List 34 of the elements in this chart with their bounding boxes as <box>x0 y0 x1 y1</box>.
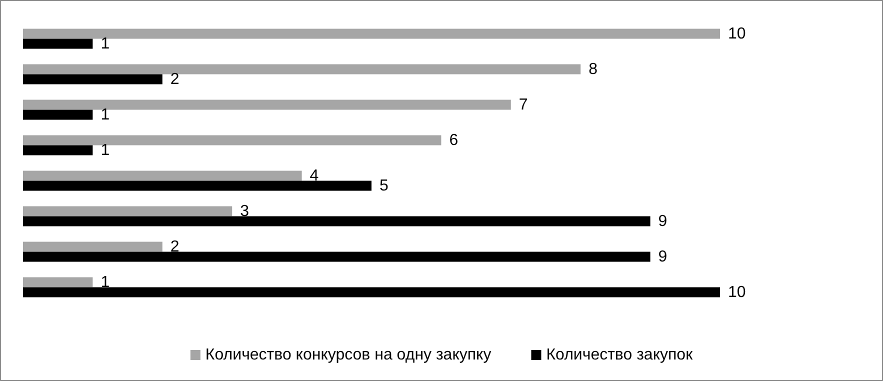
data-label: 1 <box>100 274 110 291</box>
data-label: 4 <box>310 167 319 184</box>
bar <box>23 74 162 84</box>
data-label: 3 <box>240 202 250 220</box>
data-label: 6 <box>449 132 458 149</box>
data-label: 2 <box>170 238 180 256</box>
bar <box>23 64 581 74</box>
data-label: 1 <box>100 142 110 159</box>
bar <box>23 135 442 146</box>
data-label: 1 <box>100 35 110 52</box>
data-label: 1 <box>100 106 110 124</box>
bar <box>23 110 93 120</box>
bar <box>23 287 720 298</box>
bar <box>23 277 93 288</box>
data-label: 10 <box>728 284 746 301</box>
data-label: 5 <box>380 177 388 194</box>
bar <box>23 206 232 216</box>
bar <box>23 28 720 39</box>
bar <box>23 252 650 262</box>
bar <box>23 38 93 49</box>
legend-label: Количество конкурсов на одну закупку <box>205 346 492 364</box>
data-label: 9 <box>658 212 668 230</box>
bar <box>23 216 650 226</box>
bar <box>23 100 511 110</box>
data-label: 10 <box>728 25 746 42</box>
bar <box>23 180 372 191</box>
data-label: 2 <box>170 70 180 88</box>
data-label: 9 <box>658 248 668 266</box>
bar <box>23 170 302 181</box>
data-label: 7 <box>518 96 528 114</box>
legend-label: Количество закупок <box>546 346 694 364</box>
data-label: 8 <box>588 60 598 78</box>
bar <box>23 145 93 156</box>
bar <box>23 242 162 252</box>
